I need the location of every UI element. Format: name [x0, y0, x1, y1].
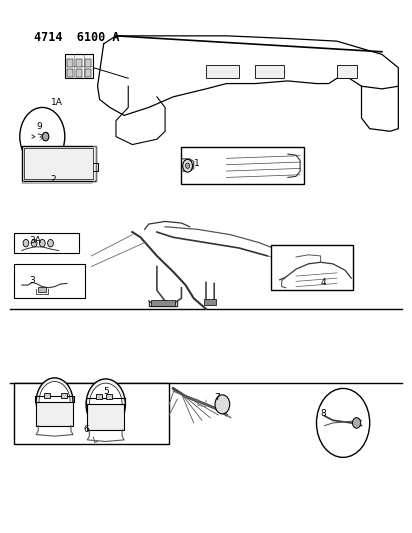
- FancyBboxPatch shape: [67, 59, 73, 67]
- FancyBboxPatch shape: [14, 383, 169, 444]
- Text: 1: 1: [194, 159, 199, 168]
- Circle shape: [39, 382, 70, 422]
- Text: 3A: 3A: [29, 236, 41, 245]
- FancyBboxPatch shape: [36, 402, 73, 425]
- Text: 7: 7: [214, 393, 220, 402]
- FancyBboxPatch shape: [255, 65, 284, 78]
- Circle shape: [316, 389, 370, 457]
- FancyBboxPatch shape: [76, 69, 82, 77]
- Circle shape: [40, 239, 45, 247]
- FancyBboxPatch shape: [206, 65, 239, 78]
- Text: ⚡: ⚡: [37, 133, 44, 143]
- FancyBboxPatch shape: [106, 394, 112, 399]
- FancyBboxPatch shape: [181, 147, 304, 184]
- Text: 6: 6: [83, 424, 89, 433]
- Text: 4: 4: [321, 278, 326, 287]
- Circle shape: [86, 379, 125, 430]
- Text: 9: 9: [36, 122, 42, 131]
- Circle shape: [42, 132, 49, 141]
- FancyBboxPatch shape: [61, 393, 67, 398]
- Text: 4714  6100 A: 4714 6100 A: [34, 30, 119, 44]
- FancyBboxPatch shape: [38, 287, 47, 292]
- FancyBboxPatch shape: [204, 300, 216, 305]
- FancyBboxPatch shape: [14, 264, 85, 298]
- FancyBboxPatch shape: [44, 393, 51, 398]
- Circle shape: [215, 395, 230, 414]
- Circle shape: [183, 159, 192, 172]
- Circle shape: [36, 378, 73, 425]
- FancyBboxPatch shape: [24, 148, 94, 179]
- FancyBboxPatch shape: [85, 59, 91, 67]
- FancyBboxPatch shape: [272, 245, 353, 290]
- FancyBboxPatch shape: [22, 146, 96, 181]
- FancyBboxPatch shape: [151, 300, 176, 306]
- Circle shape: [23, 239, 29, 247]
- Circle shape: [89, 383, 122, 425]
- FancyBboxPatch shape: [65, 54, 94, 78]
- Circle shape: [20, 108, 65, 166]
- Circle shape: [185, 163, 190, 168]
- Text: 8: 8: [321, 409, 326, 418]
- Circle shape: [48, 239, 54, 247]
- Text: 3: 3: [29, 276, 35, 285]
- Text: 1A: 1A: [51, 99, 62, 108]
- FancyBboxPatch shape: [96, 394, 102, 399]
- FancyBboxPatch shape: [337, 65, 358, 78]
- FancyBboxPatch shape: [87, 405, 124, 430]
- FancyBboxPatch shape: [67, 69, 73, 77]
- FancyBboxPatch shape: [76, 59, 82, 67]
- FancyBboxPatch shape: [14, 233, 79, 253]
- Text: 2: 2: [51, 175, 56, 184]
- Text: 5: 5: [104, 387, 110, 397]
- Circle shape: [31, 239, 37, 247]
- FancyBboxPatch shape: [85, 69, 91, 77]
- Circle shape: [353, 418, 360, 428]
